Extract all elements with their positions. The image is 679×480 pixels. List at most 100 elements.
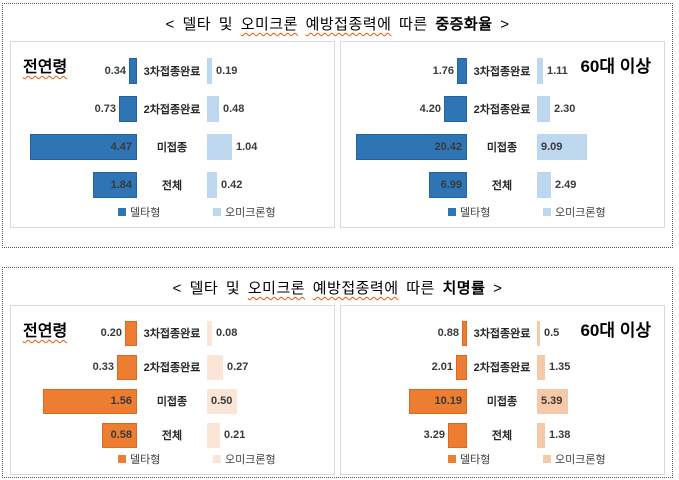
delta-bar: 20.42: [356, 134, 467, 160]
delta-value-label: 20.42: [434, 141, 462, 153]
title-text: < 델타 및: [172, 280, 241, 297]
delta-bar-cell: 3.29: [347, 422, 467, 448]
legend-entry-delta: 델타형: [118, 204, 160, 220]
category-label: 2차접종완료: [143, 362, 201, 374]
omicron-swatch-icon: [543, 208, 551, 216]
chart-legend: 델타형 오미크론형: [341, 451, 664, 467]
omicron-bar: 0.27: [207, 354, 248, 380]
chart-rows: 0.88 3차접종완료 0.5 2.01 2차접종완료 1.35: [347, 316, 658, 452]
delta-swatch-icon: [448, 208, 456, 216]
omicron-bar-cell: 1.04: [207, 134, 327, 160]
fatality-panel-title: < 델타 및 오미크론 예방접종력에 따른 치명률 >: [3, 268, 672, 305]
delta-bar-cell: 0.58: [17, 422, 137, 448]
chart-legend: 델타형 오미크론형: [11, 204, 334, 220]
chart-row: 1.56 미접종 0.50: [17, 384, 328, 418]
omicron-value-label: 1.11: [547, 65, 568, 77]
chart-row: 1.76 3차접종완료 1.11: [347, 52, 658, 90]
category-label: 전체: [161, 430, 183, 442]
omicron-value-label: 0.50: [211, 395, 233, 407]
omicron-bar: 0.21: [207, 422, 245, 448]
chart-row: 0.58 전체 0.21: [17, 418, 328, 452]
category-label: 2차접종완료: [473, 104, 531, 116]
title-text: 따른: [399, 16, 428, 33]
omicron-bar: 2.30: [537, 96, 575, 122]
category-label: 전체: [491, 180, 513, 192]
delta-bar-cell: 20.42: [347, 134, 467, 160]
severity-panel: < 델타 및 오미크론 예방접종력에 따른 중증화율 > 전연령 0.34 3차…: [2, 3, 673, 248]
delta-swatch-icon: [118, 208, 126, 216]
delta-bar-cell: 0.20: [17, 320, 137, 346]
severity-seniors-chart: 60대 이상 1.76 3차접종완료 1.11 4.20: [340, 41, 665, 228]
legend-entry-omicron: 오미크론형: [543, 451, 606, 467]
omicron-bar: 0.48: [207, 96, 244, 122]
omicron-value-label: 9.09: [541, 141, 563, 153]
delta-bar: 0.33: [93, 354, 137, 380]
omicron-value-label: 0.5: [544, 327, 560, 339]
category-label: 미접종: [486, 396, 518, 408]
legend-label: 오미크론형: [225, 207, 276, 219]
omicron-value-label: 1.35: [549, 361, 571, 373]
omicron-bar-cell: 0.08: [207, 320, 327, 346]
omicron-bar: 1.38: [537, 422, 570, 448]
delta-value-label: 2.01: [431, 361, 453, 373]
omicron-bar-cell: 1.38: [537, 422, 657, 448]
group-label-seniors: 60대 이상: [580, 321, 651, 340]
chart-legend: 델타형 오미크론형: [11, 451, 334, 467]
delta-value-label: 0.34: [104, 65, 126, 77]
delta-value-label: 0.88: [437, 327, 459, 339]
omicron-bar: 0.42: [207, 172, 242, 198]
title-text: 따른: [406, 280, 435, 297]
title-text: >: [500, 16, 510, 33]
omicron-bar: 2.49: [537, 172, 576, 198]
chart-row: 2.01 2차접종완료 1.35: [347, 350, 658, 384]
delta-bar-cell: 0.73: [17, 96, 137, 122]
legend-entry-delta: 델타형: [448, 451, 490, 467]
category-label: 미접종: [486, 142, 518, 154]
omicron-value-label: 0.42: [221, 179, 243, 191]
legend-entry-delta: 델타형: [448, 204, 490, 220]
omicron-value-label: 5.39: [541, 395, 563, 407]
omicron-bar: 0.19: [207, 58, 237, 84]
omicron-bar-cell: 0.21: [207, 422, 327, 448]
fatality-all-ages-chart: 전연령 0.20 3차접종완료 0.08 0.33: [10, 305, 335, 475]
category-label: 2차접종완료: [143, 104, 201, 116]
delta-bar-cell: 4.20: [347, 96, 467, 122]
delta-bar: 10.19: [409, 388, 467, 414]
omicron-bar: 1.35: [537, 354, 570, 380]
chart-rows: 0.20 3차접종완료 0.08 0.33 2차접종완료 0.27: [17, 316, 328, 452]
chart-row: 20.42 미접종 9.09: [347, 128, 658, 166]
severity-charts-row: 전연령 0.34 3차접종완료 0.19 0.73: [3, 41, 672, 228]
chart-row: 0.20 3차접종완료 0.08: [17, 316, 328, 350]
omicron-bar: 0.50: [207, 388, 237, 414]
omicron-bar-cell: 9.09: [537, 134, 657, 160]
omicron-bar: 5.39: [537, 388, 568, 414]
severity-panel-title: < 델타 및 오미크론 예방접종력에 따른 중증화율 >: [3, 4, 672, 41]
omicron-bar-cell: 0.19: [207, 58, 327, 84]
category-label: 3차접종완료: [143, 66, 201, 78]
category-label: 전체: [491, 430, 513, 442]
omicron-value-label: 0.19: [216, 65, 238, 77]
chart-row: 4.47 미접종 1.04: [17, 128, 328, 166]
omicron-bar: 1.11: [537, 58, 568, 84]
omicron-bar: 9.09: [537, 134, 587, 160]
title-keyword: 중증화율: [435, 16, 493, 33]
category-label: 3차접종완료: [473, 66, 531, 78]
delta-bar: 0.20: [101, 320, 137, 346]
chart-row: 1.84 전체 0.42: [17, 166, 328, 204]
omicron-value-label: 1.38: [549, 429, 571, 441]
delta-bar-cell: 0.34: [17, 58, 137, 84]
delta-value-label: 1.76: [432, 65, 454, 77]
delta-bar: 0.73: [95, 96, 137, 122]
delta-bar: 4.20: [420, 96, 467, 122]
legend-entry-delta: 델타형: [118, 451, 160, 467]
chart-row: 0.33 2차접종완료 0.27: [17, 350, 328, 384]
category-label: 전체: [161, 180, 183, 192]
omicron-swatch-icon: [213, 208, 221, 216]
omicron-bar: 0.08: [207, 320, 237, 346]
chart-rows: 1.76 3차접종완료 1.11 4.20 2차접종완료 2.30: [347, 52, 658, 204]
group-label-all-ages: 전연령: [23, 59, 68, 76]
category-label: 3차접종완료: [143, 328, 201, 340]
fatality-panel: < 델타 및 오미크론 예방접종력에 따른 치명률 > 전연령 0.20 3차접…: [2, 267, 673, 478]
omicron-value-label: 0.48: [223, 103, 245, 115]
delta-value-label: 0.20: [100, 327, 122, 339]
